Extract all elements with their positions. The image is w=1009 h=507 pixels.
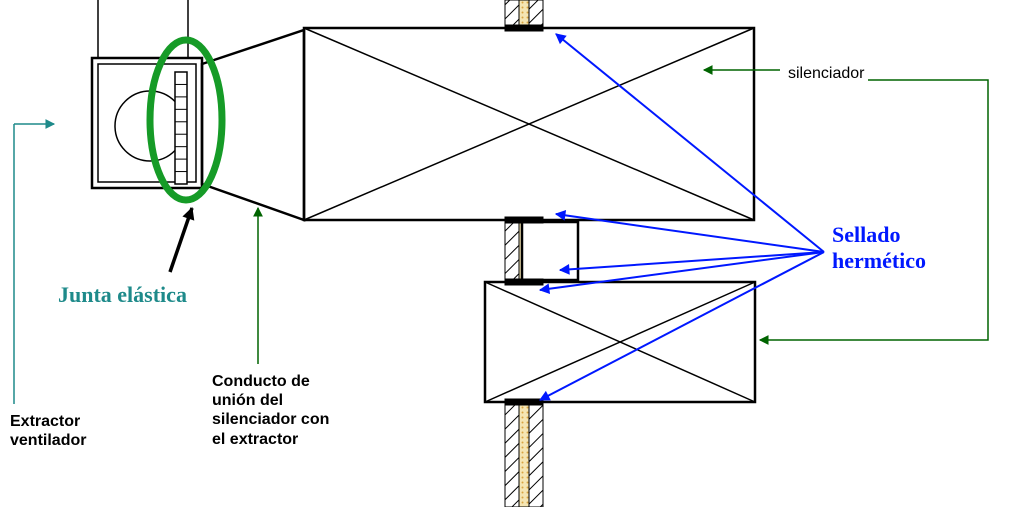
label-sellado: Sellado hermético [832, 222, 926, 275]
label-extractor: Extractor ventilador [10, 412, 86, 450]
diagram-stage: Extractor ventilador Junta elástica Cond… [0, 0, 1009, 507]
label-silenciador: silenciador [788, 64, 864, 83]
label-junta: Junta elástica [58, 282, 187, 308]
label-conducto: Conducto de unión del silenciador con el… [212, 372, 329, 449]
